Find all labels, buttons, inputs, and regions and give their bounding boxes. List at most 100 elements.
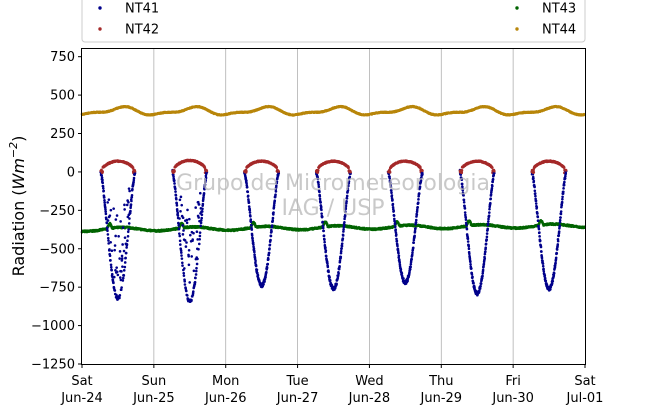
nt41-point xyxy=(195,266,198,270)
nt41-point xyxy=(120,254,124,258)
nt41-point xyxy=(109,259,112,262)
nt41-point xyxy=(108,214,112,217)
data-points xyxy=(80,104,587,304)
nt41-point xyxy=(121,279,125,282)
nt41-point xyxy=(125,243,129,246)
nt41-point xyxy=(102,195,106,199)
nt41-point xyxy=(185,241,188,244)
nt41-point xyxy=(183,239,187,242)
nt41-point xyxy=(182,229,185,232)
nt41-point xyxy=(127,228,130,231)
nt41-point xyxy=(185,218,189,222)
nt41-point xyxy=(200,213,204,217)
nt41-point xyxy=(197,203,201,206)
nt41-point xyxy=(177,227,181,230)
nt41-point xyxy=(117,235,120,238)
nt41-point xyxy=(187,263,191,267)
nt41-point xyxy=(194,273,198,276)
nt41-point xyxy=(249,218,253,221)
nt41-point xyxy=(110,272,114,276)
nt41-point xyxy=(192,231,195,235)
nt41-point xyxy=(188,217,191,221)
nt41-point xyxy=(180,203,184,207)
nt41-point xyxy=(182,274,186,277)
nt41-point xyxy=(123,236,127,239)
nt41-point xyxy=(186,294,189,297)
nt41-point xyxy=(129,209,132,213)
nt41-point xyxy=(100,176,104,179)
nt41-point xyxy=(180,251,183,254)
nt41-point xyxy=(268,243,272,247)
nt41-point xyxy=(130,193,134,197)
nt41-point xyxy=(180,254,183,257)
nt41-point xyxy=(118,296,121,300)
nt42-point xyxy=(131,166,135,169)
nt41-point xyxy=(115,214,119,217)
nt41-point xyxy=(195,230,199,234)
nt41-point xyxy=(128,189,131,193)
nt41-point xyxy=(199,221,203,225)
nt41-point xyxy=(187,248,191,252)
nt41-point xyxy=(192,269,196,273)
nt41-point xyxy=(175,204,179,207)
nt41-point xyxy=(114,234,117,238)
nt41-point xyxy=(108,254,112,258)
nt41-point xyxy=(120,286,123,289)
nt41-point xyxy=(106,233,110,236)
nt41-point xyxy=(181,264,184,267)
nt41-point xyxy=(252,243,255,246)
nt41-point xyxy=(123,265,127,269)
nt41-point xyxy=(110,268,113,272)
nt41-point xyxy=(131,187,134,191)
nt41-point xyxy=(113,289,117,292)
nt41-point xyxy=(183,280,187,283)
nt41-point xyxy=(255,268,259,272)
nt41-point xyxy=(123,261,127,264)
nt41-point xyxy=(253,250,256,254)
nt41-point xyxy=(191,238,194,241)
nt41-point xyxy=(118,276,122,279)
nt42-point xyxy=(133,170,137,173)
nt41-point xyxy=(265,266,269,270)
nt41-point xyxy=(122,269,126,272)
nt41-point xyxy=(122,274,126,277)
nt41-point xyxy=(108,248,111,251)
nt41-point xyxy=(183,283,187,286)
nt41-point xyxy=(126,239,129,243)
nt41-point xyxy=(248,211,252,214)
nt41-point xyxy=(181,224,185,227)
nt41-point xyxy=(197,216,200,219)
nt41-point xyxy=(262,283,265,286)
nt41-point xyxy=(107,198,111,201)
nt41-point xyxy=(116,273,120,277)
nt41-point xyxy=(120,257,124,260)
nt41-point xyxy=(201,202,205,206)
nt41-point xyxy=(115,266,118,269)
nt41-point xyxy=(195,262,199,266)
nt41-point xyxy=(187,254,191,258)
nt41-point xyxy=(247,201,251,204)
nt41-point xyxy=(127,222,131,225)
nt41-point xyxy=(197,247,200,251)
nt41-point xyxy=(127,201,130,204)
nt41-point xyxy=(266,262,270,266)
nt41-point xyxy=(119,288,123,292)
nt41-point xyxy=(185,221,189,225)
nt41-point xyxy=(181,233,185,236)
nt41-point xyxy=(268,247,271,250)
nt41-point xyxy=(193,280,197,284)
nt41-point xyxy=(120,270,123,273)
nt41-point xyxy=(122,249,126,253)
nt41-point xyxy=(254,259,257,263)
nt41-point xyxy=(105,221,109,225)
nt41-point xyxy=(109,208,113,212)
nt41-point xyxy=(175,197,178,201)
nt41-point xyxy=(200,216,203,220)
nt41-point xyxy=(121,243,124,246)
nt41-point xyxy=(124,256,127,260)
nt41-point xyxy=(199,224,202,228)
nt41-point xyxy=(182,271,186,275)
nt41-point xyxy=(103,201,106,204)
nt41-point xyxy=(101,186,105,190)
